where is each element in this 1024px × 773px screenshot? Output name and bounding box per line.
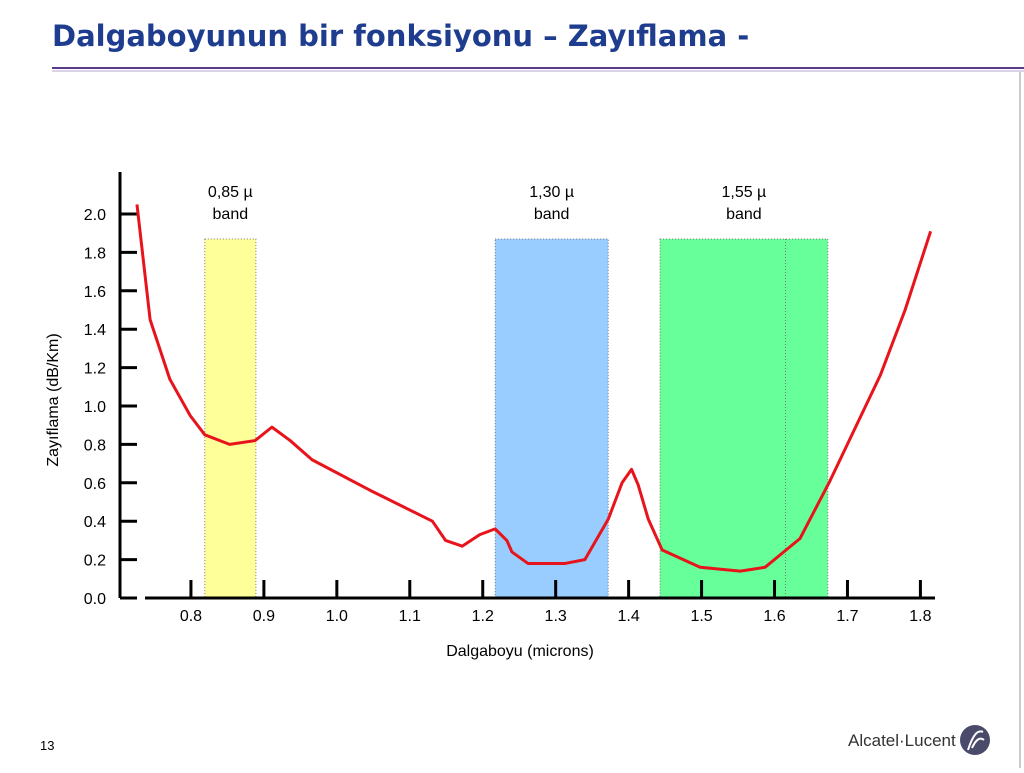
y-tick-label: 0.6	[84, 476, 106, 493]
x-tick-label: 1.1	[399, 608, 421, 625]
data-line	[135, 204, 933, 573]
x-tick-label: 0.9	[253, 608, 275, 625]
x-tick-label: 1.4	[618, 608, 640, 625]
x-axis-label: Dalgaboyu (microns)	[446, 643, 594, 660]
y-tick-label: 0.2	[84, 553, 106, 570]
band	[659, 238, 829, 599]
x-tick-label: 1.8	[909, 608, 931, 625]
y-tick-label: 0.8	[84, 437, 106, 454]
band-label: band	[726, 206, 762, 223]
band-label: band	[213, 206, 249, 223]
chart: 0,85 µ band 1,30 µ band 1,55 µ band 0.0 0.2 0.4 0…	[45, 172, 935, 660]
band	[494, 238, 609, 599]
x-tick-label: 1.7	[836, 608, 858, 625]
y-tick-label: 0.0	[84, 591, 106, 608]
y-tick-label: 1.2	[84, 361, 106, 378]
y-tick-label: 2.0	[84, 207, 106, 224]
x-tick-label: 1.5	[690, 608, 712, 625]
y-tick-label: 1.6	[84, 284, 106, 301]
band-label: 0,85 µ	[208, 184, 253, 201]
slide-title: Dalgaboyunun bir fonksiyonu – Zayıflama …	[52, 19, 749, 53]
y-tick-label: 0.4	[84, 514, 106, 531]
x-tick-label: 1.3	[545, 608, 567, 625]
band-label: 1,55 µ	[721, 184, 766, 201]
y-tick-label: 1.4	[84, 322, 106, 339]
logo-text: Alcatel·Lucent	[848, 731, 956, 750]
y-tick-label: 1.0	[84, 399, 106, 416]
band-label: 1,30 µ	[529, 184, 574, 201]
x-tick-label: 0.8	[180, 608, 202, 625]
y-axis-label: Zayıflama (dB/Km)	[45, 333, 62, 466]
x-tick-label: 1.2	[472, 608, 494, 625]
band-label: band	[534, 206, 570, 223]
page-number: 13	[40, 738, 54, 753]
logo-icon	[960, 725, 990, 755]
band	[204, 238, 257, 599]
y-tick-label: 1.8	[84, 245, 106, 262]
logo-icon	[967, 730, 985, 751]
x-tick-label: 1.6	[763, 608, 785, 625]
x-tick-label: 1.0	[326, 608, 348, 625]
